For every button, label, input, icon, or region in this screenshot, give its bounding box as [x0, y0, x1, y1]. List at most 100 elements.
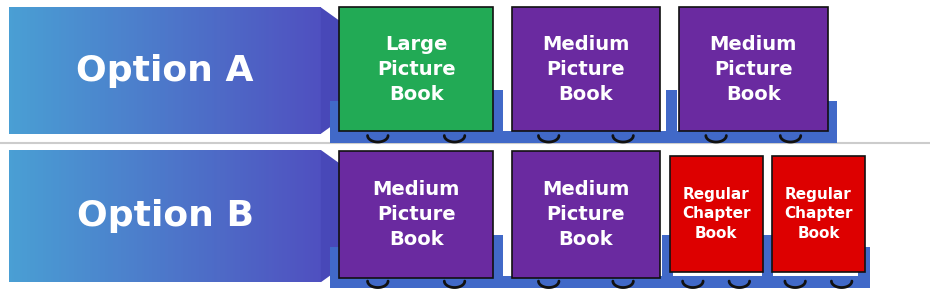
- Polygon shape: [46, 150, 48, 282]
- Polygon shape: [9, 150, 12, 282]
- Polygon shape: [196, 150, 199, 282]
- Polygon shape: [53, 7, 56, 134]
- Polygon shape: [238, 150, 240, 282]
- Polygon shape: [105, 150, 108, 282]
- Polygon shape: [167, 150, 170, 282]
- Polygon shape: [82, 7, 85, 134]
- Polygon shape: [300, 7, 302, 134]
- Polygon shape: [22, 7, 25, 134]
- Bar: [330, 101, 341, 143]
- Polygon shape: [305, 150, 308, 282]
- Polygon shape: [77, 150, 79, 282]
- Polygon shape: [150, 7, 153, 134]
- Polygon shape: [269, 150, 272, 282]
- Polygon shape: [66, 150, 69, 282]
- Polygon shape: [266, 7, 269, 134]
- Polygon shape: [202, 7, 204, 134]
- Polygon shape: [311, 7, 313, 134]
- Bar: [670, 156, 763, 272]
- Polygon shape: [90, 150, 92, 282]
- Polygon shape: [193, 150, 196, 282]
- Polygon shape: [35, 7, 38, 134]
- Polygon shape: [51, 7, 53, 134]
- Polygon shape: [134, 150, 137, 282]
- Polygon shape: [204, 7, 206, 134]
- Polygon shape: [157, 150, 160, 282]
- Polygon shape: [126, 150, 128, 282]
- Polygon shape: [160, 150, 163, 282]
- Polygon shape: [290, 7, 292, 134]
- Polygon shape: [98, 150, 100, 282]
- Polygon shape: [141, 7, 144, 134]
- Polygon shape: [183, 150, 186, 282]
- Polygon shape: [46, 7, 48, 134]
- Bar: [339, 151, 493, 278]
- Polygon shape: [166, 7, 167, 134]
- Polygon shape: [277, 7, 279, 134]
- Text: Medium
Picture
Book: Medium Picture Book: [373, 180, 459, 249]
- Polygon shape: [269, 7, 272, 134]
- Polygon shape: [246, 7, 248, 134]
- Polygon shape: [95, 7, 98, 134]
- Bar: [826, 101, 837, 143]
- Polygon shape: [33, 150, 35, 282]
- Polygon shape: [282, 150, 285, 282]
- Polygon shape: [189, 7, 191, 134]
- Polygon shape: [302, 7, 305, 134]
- Polygon shape: [111, 150, 113, 282]
- Polygon shape: [92, 150, 95, 282]
- Polygon shape: [227, 7, 230, 134]
- Polygon shape: [30, 150, 33, 282]
- Polygon shape: [292, 150, 295, 282]
- Polygon shape: [108, 7, 111, 134]
- Polygon shape: [157, 7, 160, 134]
- Polygon shape: [74, 150, 77, 282]
- Polygon shape: [212, 7, 215, 134]
- Polygon shape: [100, 150, 102, 282]
- Polygon shape: [186, 7, 189, 134]
- Polygon shape: [318, 150, 321, 282]
- Polygon shape: [248, 7, 251, 134]
- Polygon shape: [240, 150, 243, 282]
- Text: Regular
Chapter
Book: Regular Chapter Book: [784, 187, 853, 241]
- Polygon shape: [38, 7, 41, 134]
- Text: Medium
Picture
Book: Medium Picture Book: [710, 35, 797, 103]
- Polygon shape: [217, 150, 219, 282]
- Polygon shape: [215, 150, 217, 282]
- Polygon shape: [264, 150, 266, 282]
- Polygon shape: [85, 150, 87, 282]
- Polygon shape: [61, 7, 64, 134]
- Text: Regular
Chapter
Book: Regular Chapter Book: [682, 187, 751, 241]
- Polygon shape: [160, 7, 163, 134]
- Polygon shape: [204, 150, 206, 282]
- Polygon shape: [240, 7, 243, 134]
- Polygon shape: [108, 150, 111, 282]
- Polygon shape: [311, 150, 313, 282]
- Polygon shape: [261, 150, 264, 282]
- Polygon shape: [232, 7, 235, 134]
- Polygon shape: [189, 150, 191, 282]
- Polygon shape: [154, 150, 157, 282]
- Polygon shape: [25, 150, 28, 282]
- Polygon shape: [209, 150, 212, 282]
- Polygon shape: [282, 7, 285, 134]
- Bar: [330, 276, 870, 288]
- Polygon shape: [150, 150, 153, 282]
- Polygon shape: [72, 7, 74, 134]
- Polygon shape: [274, 150, 277, 282]
- Text: Medium
Picture
Book: Medium Picture Book: [542, 35, 630, 103]
- Polygon shape: [225, 150, 227, 282]
- Polygon shape: [53, 150, 56, 282]
- Polygon shape: [131, 7, 134, 134]
- Polygon shape: [61, 150, 64, 282]
- Polygon shape: [256, 7, 259, 134]
- Polygon shape: [15, 150, 17, 282]
- Polygon shape: [167, 7, 170, 134]
- Polygon shape: [274, 7, 277, 134]
- Polygon shape: [17, 150, 20, 282]
- Polygon shape: [20, 150, 22, 282]
- Polygon shape: [12, 7, 15, 134]
- Polygon shape: [243, 150, 246, 282]
- Polygon shape: [147, 150, 150, 282]
- Polygon shape: [100, 7, 102, 134]
